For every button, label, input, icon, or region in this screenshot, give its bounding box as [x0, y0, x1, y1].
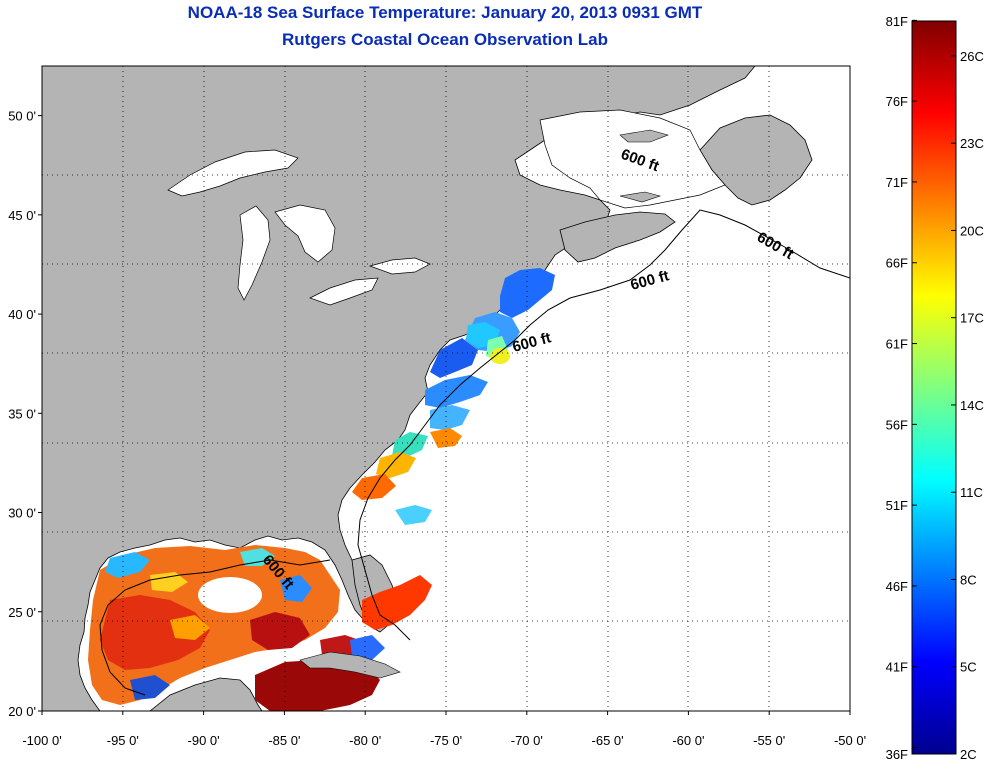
lat-tick-label: 45 0'	[8, 208, 36, 223]
colorbar-label-c: 20C	[960, 223, 984, 238]
lake-huron	[274, 204, 336, 263]
colorbar-label-c: 14C	[960, 398, 984, 413]
colorbar-label-c: 17C	[960, 311, 984, 326]
colorbar-label-f: 66F	[886, 256, 908, 271]
lon-tick-label: -60 0'	[672, 733, 704, 748]
colorbar-fahrenheit-labels: 81F 76F 71F 66F 61F 56F 51F 46F 41F 36F	[886, 14, 917, 762]
contour-600ft-gulf	[99, 559, 331, 696]
colorbar-label-f: 36F	[886, 747, 908, 762]
lon-tick-label: -70 0'	[511, 733, 543, 748]
colorbar-label-c: 11C	[960, 485, 983, 500]
colorbar-label-f: 41F	[886, 660, 908, 675]
colorbar-label-c: 23C	[960, 136, 984, 151]
contour-600ft	[357, 209, 850, 641]
sst-gulfstream	[352, 428, 462, 525]
colorbar-label-f: 61F	[886, 337, 908, 352]
lake-michigan	[237, 205, 271, 301]
colorbar-celsius-labels: 26C 23C 20C 17C 14C 11C 8C 5C 2C	[951, 49, 984, 762]
lat-tick-label: 35 0'	[8, 406, 36, 421]
lon-tick-label: -55 0'	[753, 733, 785, 748]
colorbar	[911, 20, 957, 755]
land-newfoundland	[699, 114, 813, 206]
colorbar-label-f: 81F	[886, 14, 908, 29]
colorbar-label-f: 76F	[886, 94, 908, 109]
gulf-st-lawrence	[539, 109, 726, 209]
lat-tick-label: 50 0'	[8, 109, 36, 124]
lat-tick-label: 40 0'	[8, 307, 36, 322]
lake-erie	[309, 277, 379, 306]
lat-tick-label: 20 0'	[8, 704, 36, 719]
lon-tick-label: -80 0'	[349, 733, 381, 748]
land-anticosti	[619, 129, 669, 143]
lon-tick-label: -65 0'	[592, 733, 624, 748]
lon-tick-label: -95 0'	[107, 733, 139, 748]
lon-tick-label: -75 0'	[430, 733, 462, 748]
colorbar-label-c: 26C	[960, 49, 984, 64]
longitude-axis: -100 0' -95 0' -90 0' -85 0' -80 0' -75 0' -70…	[22, 711, 866, 748]
lon-tick-label: -85 0'	[268, 733, 300, 748]
lat-tick-label: 25 0'	[8, 605, 36, 620]
land-pei	[619, 191, 662, 203]
colorbar-label-c: 5C	[960, 660, 977, 675]
colorbar-label-f: 71F	[886, 175, 908, 190]
land-nova-scotia	[559, 211, 676, 263]
colorbar-label-f: 51F	[886, 498, 908, 513]
lon-tick-label: -90 0'	[188, 733, 220, 748]
land-yucatan	[149, 677, 263, 711]
map-title: NOAA-18 Sea Surface Temperature: January…	[187, 3, 703, 22]
sst-gulf-of-mexico	[88, 545, 340, 705]
lake-superior	[167, 149, 299, 197]
lat-tick-label: 30 0'	[8, 506, 36, 521]
lake-ontario	[368, 257, 431, 275]
land-cuba	[299, 651, 401, 679]
map-subtitle: Rutgers Coastal Ocean Observation Lab	[282, 30, 608, 49]
sst-northeast	[425, 268, 555, 430]
latitude-axis: 20 0' 25 0' 30 0' 35 0' 40 0' 45 0' 50 0'	[8, 109, 42, 719]
colorbar-label-c: 8C	[960, 572, 977, 587]
lon-tick-label: -50 0'	[834, 733, 866, 748]
colorbar-label-c: 2C	[960, 747, 977, 762]
lon-tick-label: -100 0'	[22, 733, 61, 748]
colorbar-label-f: 46F	[886, 579, 908, 594]
colorbar-label-f: 56F	[886, 417, 908, 432]
